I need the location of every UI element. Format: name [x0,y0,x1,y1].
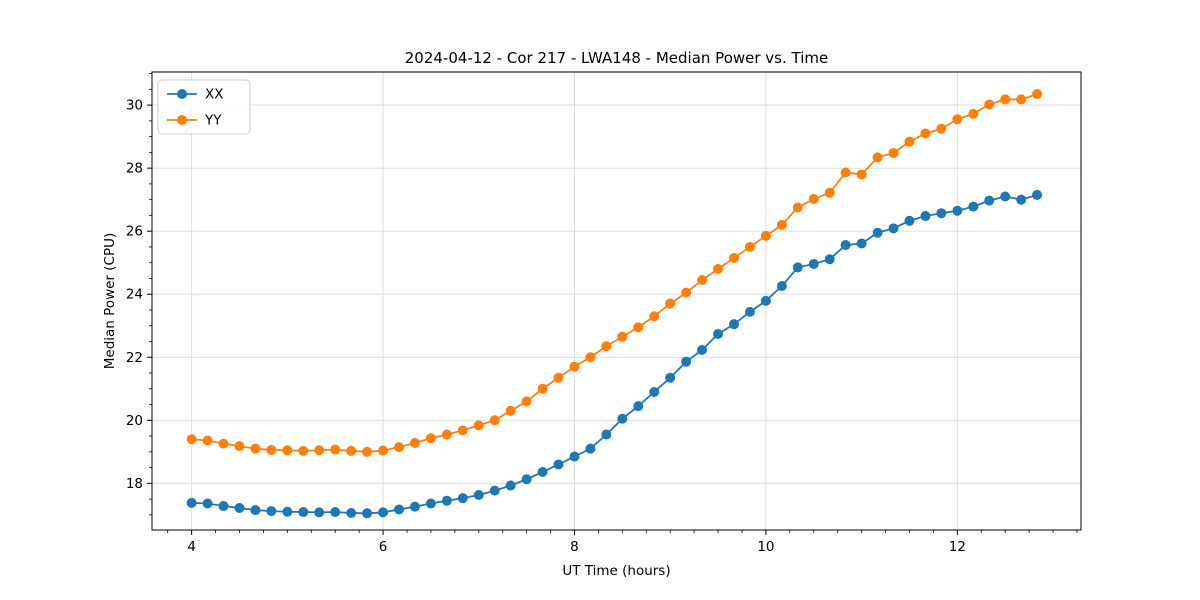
y-tick-label: 20 [126,413,143,429]
x-tick-label: 6 [379,539,388,555]
series-yy [186,89,1043,457]
y-tick-label: 28 [126,161,143,177]
legend: XX YY [157,79,251,135]
legend-marker-xx [177,89,187,99]
y-tick-label: 30 [126,98,143,114]
y-tick-label: 18 [126,476,143,492]
legend-label-xx: XX [205,87,224,103]
x-axis-ticks: 4 6 8 10 12 [187,530,966,555]
legend-marker-yy [177,115,187,125]
y-tick-label: 26 [126,224,143,240]
series-xx [186,189,1043,519]
plot-area [152,72,1081,530]
plot-frame [151,71,1082,531]
y-tick-label: 22 [126,350,143,366]
y-tick-label: 24 [126,287,143,303]
x-tick-label: 12 [949,539,966,555]
plot-grid [152,72,1081,530]
series-markers-yy [186,89,1043,457]
x-axis-label: UT Time (hours) [562,563,671,579]
legend-label-yy: YY [204,113,222,129]
legend-box [157,79,251,135]
series-markers-xx [186,189,1043,519]
x-tick-label: 10 [757,539,774,555]
chart-title: 2024-04-12 - Cor 217 - LWA148 - Median P… [404,49,829,67]
x-tick-label: 4 [187,539,196,555]
x-tick-label: 8 [570,539,579,555]
y-axis-ticks: 18 20 22 24 26 28 30 [126,98,152,492]
y-axis-label: Median Power (CPU) [102,232,118,370]
